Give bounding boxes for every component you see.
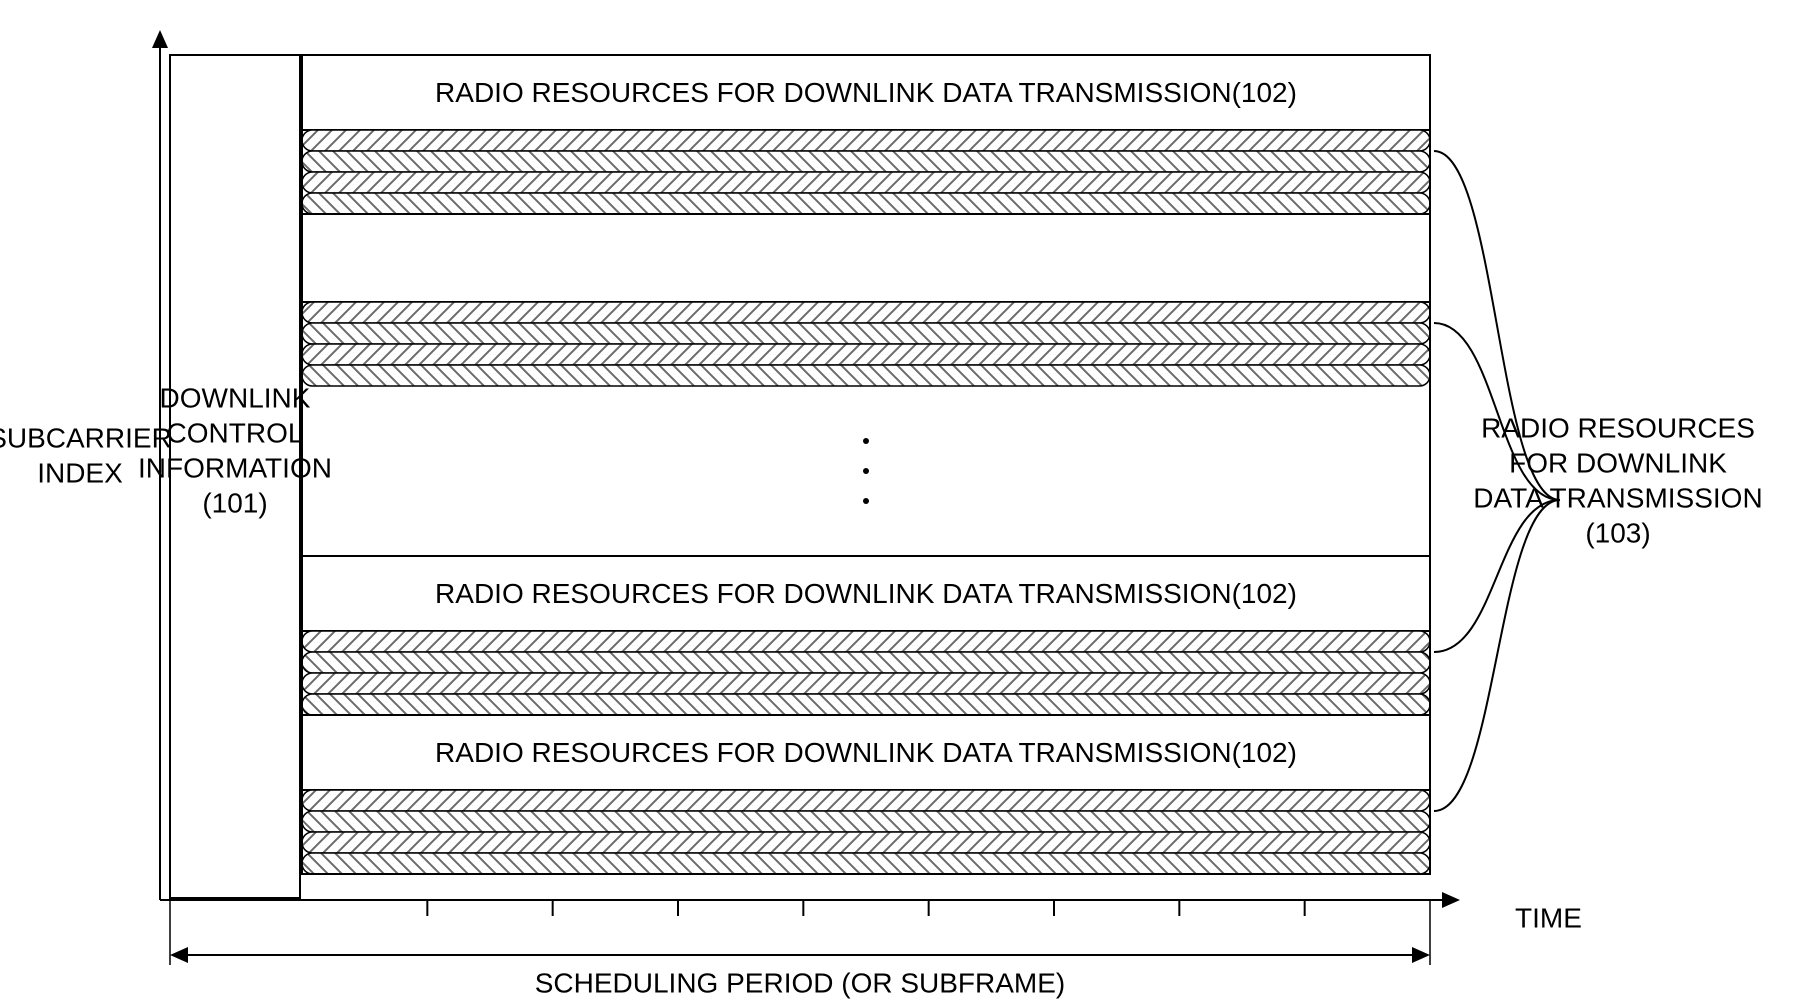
dim-arrow-right (1412, 947, 1430, 963)
reference-signal-row (302, 302, 1430, 323)
reference-signal-row (302, 344, 1430, 365)
y-axis-label-2: INDEX (37, 457, 123, 488)
reference-signal-row (302, 193, 1430, 214)
reference-signal-row (302, 652, 1430, 673)
ellipsis-dot (863, 438, 869, 444)
reference-signal-row (302, 323, 1430, 344)
reference-signal-row (302, 631, 1430, 652)
callout-label-1: RADIO RESOURCES (1481, 412, 1755, 443)
data-block (302, 214, 1430, 302)
reference-signal-row (302, 811, 1430, 832)
dim-arrow-left (170, 947, 188, 963)
callout-connector (1434, 500, 1560, 652)
reference-signal-row (302, 130, 1430, 151)
x-axis-arrow (1442, 892, 1460, 908)
ellipsis-dot (863, 498, 869, 504)
dci-label-1: DOWNLINK (160, 382, 311, 413)
scheduling-period-label: SCHEDULING PERIOD (OR SUBFRAME) (535, 967, 1066, 998)
y-axis-arrow (152, 30, 168, 48)
data-block-label: RADIO RESOURCES FOR DOWNLINK DATA TRANSM… (435, 77, 1297, 108)
y-axis-label-1: SUBCARRIER (0, 422, 172, 453)
reference-signal-row (302, 365, 1430, 386)
ellipsis-dot (863, 468, 869, 474)
callout-label-2: FOR DOWNLINK (1509, 447, 1727, 478)
reference-signal-row (302, 694, 1430, 715)
data-block-label: RADIO RESOURCES FOR DOWNLINK DATA TRANSM… (435, 737, 1297, 768)
x-axis-label: TIME (1515, 902, 1582, 933)
reference-signal-row (302, 832, 1430, 853)
dci-label-4: (101) (202, 487, 267, 518)
callout-label-4: (103) (1585, 517, 1650, 548)
callout-label-3: DATA TRANSMISSION (1473, 482, 1762, 513)
reference-signal-row (302, 151, 1430, 172)
reference-signal-row (302, 172, 1430, 193)
reference-signal-row (302, 853, 1430, 874)
callout-connector (1434, 500, 1560, 811)
reference-signal-row (302, 673, 1430, 694)
reference-signal-row (302, 790, 1430, 811)
data-block-label: RADIO RESOURCES FOR DOWNLINK DATA TRANSM… (435, 578, 1297, 609)
dci-label-2: CONTROL (167, 417, 304, 448)
